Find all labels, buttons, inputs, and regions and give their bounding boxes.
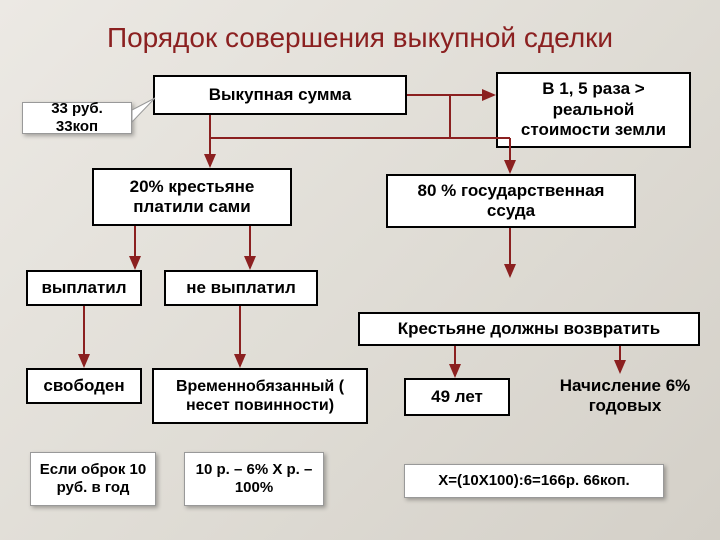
- arrows-layer: [0, 0, 720, 540]
